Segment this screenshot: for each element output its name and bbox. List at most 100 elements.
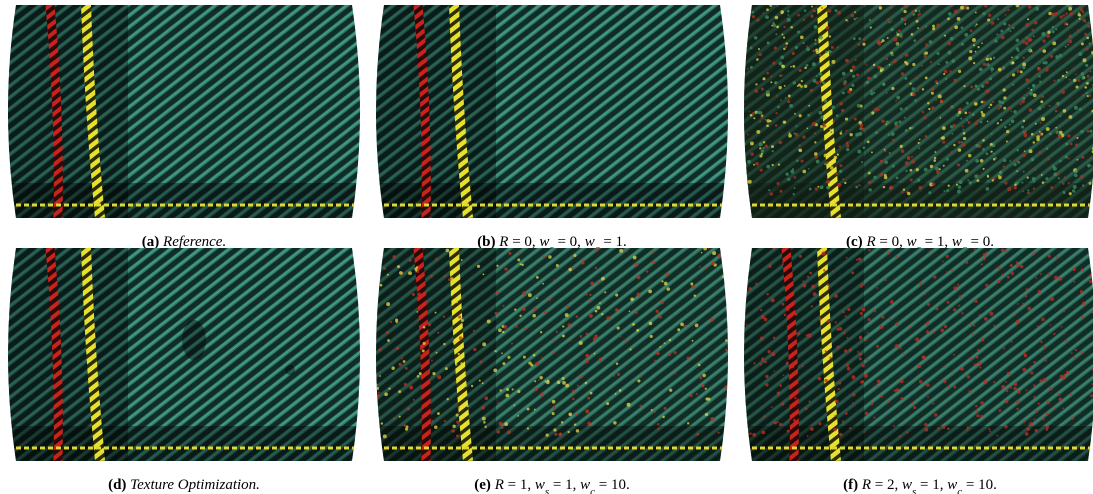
speckle — [1063, 109, 1067, 113]
speckle — [1044, 359, 1046, 361]
speckle — [594, 353, 596, 355]
speckle — [975, 12, 977, 14]
speckle — [948, 308, 950, 310]
speckle — [398, 390, 401, 393]
speckle — [862, 283, 865, 286]
speckle — [1041, 95, 1044, 98]
speckle — [718, 432, 720, 434]
speckle — [562, 381, 566, 385]
speckle — [1027, 176, 1029, 178]
speckle — [830, 166, 834, 170]
speckle — [508, 252, 511, 255]
speckle — [812, 62, 816, 66]
speckle — [1005, 399, 1009, 403]
speckle — [989, 58, 992, 61]
speckle — [858, 184, 860, 186]
speckle — [530, 364, 533, 367]
speckle — [635, 311, 638, 314]
speckle — [1043, 62, 1046, 65]
panel: (a) Reference. — [0, 5, 370, 250]
speckle — [806, 46, 808, 48]
speckle — [823, 123, 825, 125]
speckle — [1047, 273, 1050, 276]
speckle — [1049, 132, 1052, 135]
speckle — [1024, 131, 1027, 134]
speckle — [383, 434, 387, 438]
artifact — [182, 320, 206, 360]
speckle — [909, 127, 911, 129]
speckle — [931, 87, 935, 91]
speckle — [912, 160, 915, 163]
speckle — [890, 186, 894, 190]
speckle — [920, 38, 922, 40]
speckle — [994, 39, 998, 43]
speckle — [528, 293, 532, 297]
speckle — [998, 100, 1001, 103]
speckle — [790, 170, 794, 174]
speckle — [905, 107, 907, 109]
speckle — [558, 433, 562, 437]
speckle — [482, 382, 484, 384]
speckle — [810, 15, 813, 18]
speckle — [580, 375, 583, 378]
speckle — [842, 91, 845, 94]
speckle — [979, 67, 983, 71]
speckle — [1047, 67, 1049, 69]
speckle — [895, 100, 897, 102]
speckle — [1050, 324, 1052, 326]
speckle — [1052, 26, 1054, 28]
speckle — [959, 180, 963, 184]
speckle — [905, 129, 908, 132]
speckle — [903, 189, 905, 191]
speckle — [1066, 371, 1069, 374]
speckle — [1066, 3, 1069, 6]
speckle — [847, 90, 851, 94]
speckle — [456, 414, 459, 417]
speckle — [403, 424, 405, 426]
speckle — [1023, 420, 1025, 422]
speckle — [842, 311, 844, 313]
speckle — [1052, 41, 1056, 45]
speckle — [378, 392, 380, 394]
speckle — [865, 412, 869, 416]
speckle — [1090, 157, 1092, 159]
speckle — [750, 47, 753, 50]
speckle — [766, 165, 770, 169]
speckle — [452, 429, 455, 432]
caption: (d) Texture Optimization. — [108, 477, 260, 493]
speckle — [705, 267, 707, 269]
speckle — [972, 113, 975, 116]
speckle — [1036, 250, 1038, 252]
speckle — [748, 180, 752, 184]
speckle — [799, 255, 802, 258]
speckle — [1007, 76, 1009, 78]
speckle — [1047, 31, 1050, 34]
speckle — [587, 422, 591, 426]
speckle — [1028, 138, 1030, 140]
speckle — [779, 423, 782, 426]
speckle — [896, 176, 899, 179]
speckle — [595, 310, 598, 313]
speckle — [712, 251, 716, 255]
speckle — [812, 122, 816, 126]
speckle — [1052, 30, 1055, 33]
speckle — [534, 409, 536, 411]
speckle — [814, 132, 816, 134]
speckle — [695, 324, 699, 328]
speckle — [763, 77, 766, 80]
speckle — [999, 105, 1002, 108]
speckle — [540, 331, 542, 333]
speckle — [1042, 39, 1045, 42]
caption: (e) R = 1, ws = 1, wc = 10. — [474, 477, 629, 494]
speckle — [482, 417, 486, 421]
speckle — [957, 190, 961, 194]
speckle — [1022, 40, 1025, 43]
speckle — [459, 336, 463, 340]
speckle — [877, 109, 879, 111]
speckle — [938, 94, 942, 98]
speckle — [822, 251, 826, 255]
speckle — [1013, 314, 1015, 316]
speckle — [503, 325, 507, 329]
speckle — [818, 377, 822, 381]
speckle — [819, 318, 822, 321]
